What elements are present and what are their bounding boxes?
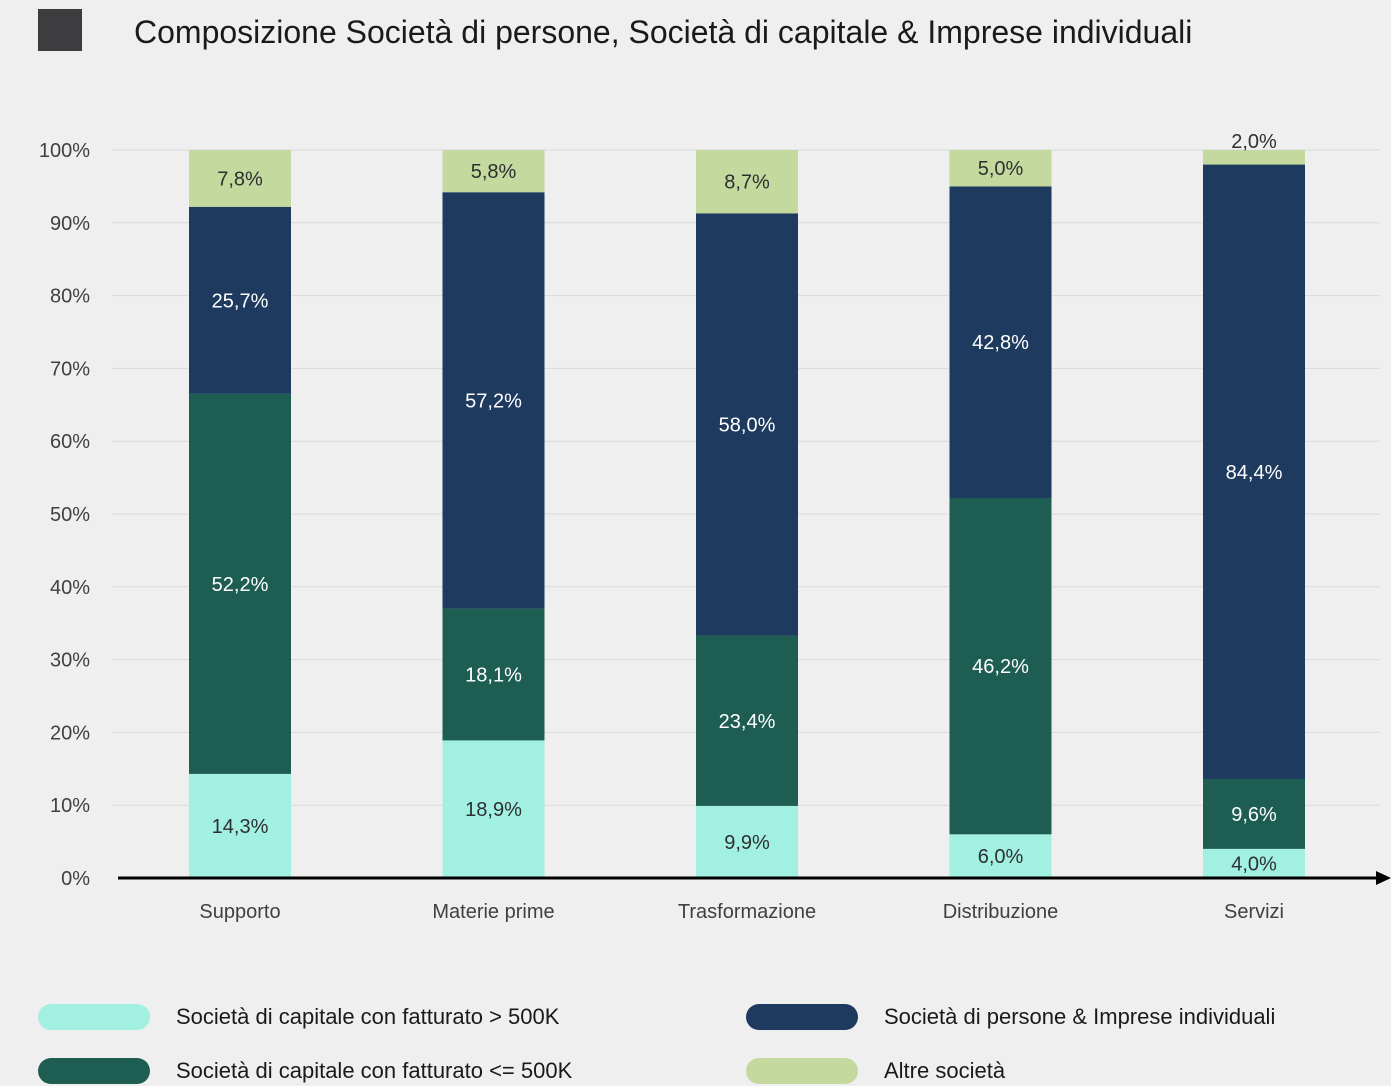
bar-segment: [949, 497, 1052, 835]
data-label: 18,9%: [465, 799, 522, 821]
legend-item-altre-societa: Altre società: [746, 1058, 1005, 1084]
bar-segment: [189, 773, 291, 878]
data-label: 42,8%: [972, 332, 1029, 354]
bar-segment: [442, 740, 545, 878]
data-label: 52,2%: [212, 574, 269, 596]
bar-segment: [189, 206, 291, 394]
y-tick-label: 50%: [50, 504, 90, 526]
bar-segment: [949, 150, 1052, 187]
y-tick-label: 30%: [50, 650, 90, 672]
data-label: 25,7%: [212, 290, 269, 312]
title-marker: [38, 9, 82, 51]
data-label: 5,8%: [471, 161, 517, 183]
legend-item-persone-imprese: Società di persone & Imprese individuali: [746, 1004, 1275, 1030]
bar-segment: [442, 150, 545, 193]
y-tick-label: 40%: [50, 577, 90, 599]
chart-title: Composizione Società di persone, Società…: [134, 14, 1193, 50]
stacked-bar-chart: 0% 10% 20% 30% 40% 50% 60% 70% 80% 90% 100% 14,3% 5…: [39, 131, 1391, 923]
data-label: 9,6%: [1231, 804, 1277, 826]
data-label: 84,4%: [1226, 462, 1283, 484]
x-axis-labels: Supporto Materie prime Trasformazione Distr…: [199, 901, 1284, 923]
bar-segment: [442, 608, 545, 741]
data-label: 14,3%: [212, 816, 269, 838]
bars: [189, 150, 1305, 878]
bar-segment: [696, 805, 798, 878]
bar-segment: [1203, 164, 1305, 779]
y-tick-label: 0%: [61, 868, 90, 890]
y-tick-label: 20%: [50, 722, 90, 744]
y-tick-label: 60%: [50, 431, 90, 453]
bar-segment: [189, 393, 291, 774]
bar-segment: [696, 213, 798, 636]
y-tick-label: 10%: [50, 795, 90, 817]
data-label: 5,0%: [978, 158, 1024, 180]
y-tick-label: 90%: [50, 213, 90, 235]
data-label: 23,4%: [719, 711, 776, 733]
x-tick-label: Materie prime: [432, 901, 554, 923]
x-axis: [118, 871, 1391, 885]
legend-label: Società di persone & Imprese individuali: [884, 1004, 1276, 1029]
y-tick-label: 70%: [50, 358, 90, 380]
legend-swatch: [38, 1058, 150, 1084]
bar-segment: [949, 186, 1052, 498]
bar-segment: [949, 834, 1052, 878]
x-tick-label: Supporto: [199, 901, 280, 923]
bar-segment: [696, 635, 798, 806]
x-axis-arrow: [1376, 871, 1391, 885]
data-label: 6,0%: [978, 846, 1024, 868]
x-tick-label: Servizi: [1224, 901, 1284, 923]
x-tick-label: Trasformazione: [678, 901, 816, 923]
data-label: 9,9%: [724, 832, 770, 854]
legend-item-capitale-under-500k: Società di capitale con fatturato <= 500…: [38, 1058, 572, 1084]
data-labels: 14,3% 52,2% 25,7% 7,8% 18,9% 18,1% 57,2% 5,8% 9,…: [212, 131, 1283, 875]
y-axis-labels: 0% 10% 20% 30% 40% 50% 60% 70% 80% 90% 100%: [39, 140, 90, 890]
legend-swatch: [746, 1004, 858, 1030]
data-label: 7,8%: [217, 168, 263, 190]
data-label: 4,0%: [1231, 853, 1277, 875]
bar-segment: [1203, 778, 1305, 849]
data-label: 2,0%: [1231, 131, 1277, 153]
data-label: 58,0%: [719, 414, 776, 436]
x-tick-label: Distribuzione: [943, 901, 1059, 923]
bar-segment: [442, 192, 545, 609]
data-label: 46,2%: [972, 656, 1029, 678]
legend-swatch: [38, 1004, 150, 1030]
bar-segment: [1203, 150, 1305, 165]
legend-swatch: [746, 1058, 858, 1084]
data-label: 18,1%: [465, 665, 522, 687]
legend-label: Società di capitale con fatturato <= 500…: [176, 1058, 573, 1083]
bar-segment: [696, 150, 798, 214]
bar-segment: [189, 150, 291, 207]
legend-label: Altre società: [884, 1058, 1006, 1083]
bar-segment: [1203, 848, 1305, 878]
data-label: 8,7%: [724, 172, 770, 194]
legend-label: Società di capitale con fatturato > 500K: [176, 1004, 560, 1029]
y-tick-label: 100%: [39, 140, 90, 162]
y-tick-label: 80%: [50, 286, 90, 308]
legend-item-capitale-over-500k: Società di capitale con fatturato > 500K: [38, 1004, 559, 1030]
data-label: 57,2%: [465, 390, 522, 412]
